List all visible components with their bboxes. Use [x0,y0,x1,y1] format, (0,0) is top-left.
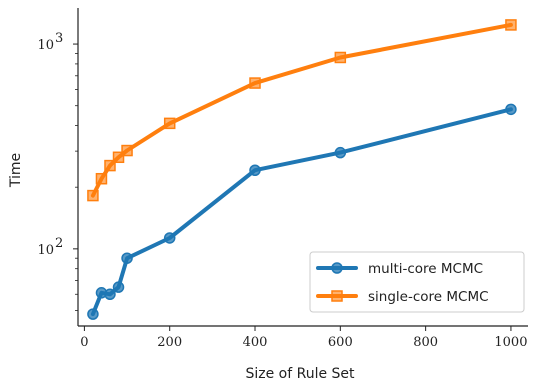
series-layer [87,19,517,320]
series-line [90,22,513,198]
data-point [121,144,133,157]
legend-entry: single-core MCMC [316,289,489,305]
data-point [95,172,108,185]
legend: multi-core MCMC single-core MCMC [309,251,525,313]
x-tick-label: 400 [243,335,268,350]
legend-entry: multi-core MCMC [316,261,483,277]
data-point [249,77,261,89]
data-point [104,288,116,301]
data-point [163,232,176,244]
data-point [505,19,517,31]
data-point [249,164,261,176]
series-1 [87,103,517,320]
data-point [505,103,517,116]
data-point [104,159,116,172]
y-axis-title: Time [8,153,24,188]
y-tick-label: 10 [37,38,54,53]
legend-swatch-marker [331,290,343,302]
legend-box [309,251,525,313]
data-point [334,51,347,64]
y-tick-label: 10 [37,243,54,258]
x-axis-title: Size of Rule Set [245,366,355,382]
x-tick-label: 200 [157,335,182,350]
data-point [163,117,176,130]
data-point [112,281,125,293]
x-tick-label: 800 [413,335,438,350]
data-point [112,151,125,164]
data-point [121,252,133,264]
legend-label: multi-core MCMC [368,261,483,277]
x-tick-label: 600 [328,335,353,350]
data-point [87,189,99,202]
data-point [334,146,347,159]
series-2 [87,19,517,202]
legend-swatch-marker [331,262,343,274]
legend-label: single-core MCMC [368,289,489,305]
y-tick-exponent: 2 [55,236,63,251]
x-tick-label: 0 [80,335,88,350]
x-tick-label: 1000 [494,335,527,350]
y-tick-exponent: 3 [55,31,63,46]
data-point [87,308,99,320]
